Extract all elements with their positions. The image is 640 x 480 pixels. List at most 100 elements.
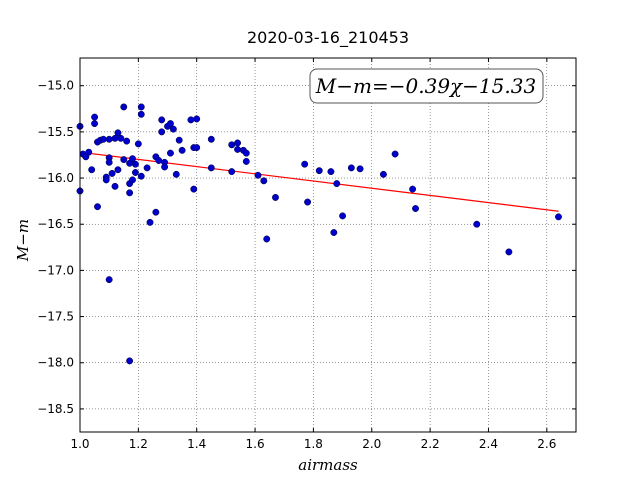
data-point <box>234 139 242 147</box>
x-axis-ticks: 1.0 1.2 1.4 1.6 1.8 2.0 2.2 2.4 2.6 <box>70 58 556 451</box>
data-point <box>347 164 355 172</box>
data-point <box>120 156 128 164</box>
x-tick-label: 1.0 <box>70 437 89 451</box>
fit-line-layer <box>79 151 559 212</box>
data-point <box>134 140 142 148</box>
data-point <box>254 171 262 179</box>
y-tick-label: −18.0 <box>37 356 74 370</box>
data-point <box>114 166 122 174</box>
data-point <box>234 145 242 153</box>
data-point <box>91 113 99 121</box>
data-point <box>272 193 279 201</box>
data-point <box>123 137 131 145</box>
y-tick-label: −15.5 <box>37 125 74 139</box>
y-tick-label: −18.5 <box>37 402 74 416</box>
y-tick-label: −15.0 <box>37 79 74 93</box>
data-point <box>137 103 145 111</box>
data-point <box>161 163 169 171</box>
data-point <box>327 168 335 176</box>
y-axis-ticks: −15.0 −15.5 −16.0 −16.5 −17.0 −17.5 −18.0 −18.5 <box>37 79 576 416</box>
data-point <box>193 144 201 152</box>
data-point <box>91 120 99 128</box>
fit-line <box>79 151 559 212</box>
data-point <box>120 103 128 111</box>
data-point <box>143 164 151 172</box>
data-point <box>158 116 166 124</box>
data-point <box>187 116 195 124</box>
data-point <box>333 180 341 188</box>
y-tick-label: −16.0 <box>37 171 74 185</box>
data-point <box>207 135 215 143</box>
data-point <box>131 160 139 168</box>
data-point <box>505 248 513 256</box>
data-point <box>263 235 271 243</box>
data-point <box>409 185 417 193</box>
data-point <box>172 170 180 178</box>
data-point <box>412 205 419 212</box>
data-point <box>129 176 136 184</box>
fit-equation-box: M−m=−0.39χ−15.33 <box>309 68 544 104</box>
chart-title: 2020-03-16_210453 <box>247 28 409 48</box>
grid <box>79 58 576 432</box>
x-axis-label: airmass <box>298 456 358 474</box>
data-point <box>158 128 166 136</box>
data-point <box>114 129 122 137</box>
data-point <box>339 212 347 220</box>
x-tick-label: 2.6 <box>537 437 556 451</box>
data-point <box>105 158 113 166</box>
x-tick-label: 2.4 <box>479 437 498 451</box>
data-point <box>129 155 136 163</box>
plot-frame <box>79 57 577 433</box>
data-point <box>166 149 174 157</box>
data-point <box>391 150 399 158</box>
data-point <box>193 115 201 123</box>
data-points <box>76 103 562 365</box>
data-point <box>301 160 309 168</box>
data-point <box>126 357 134 365</box>
x-tick-label: 1.2 <box>129 437 148 451</box>
x-tick-label: 2.2 <box>421 437 440 451</box>
x-tick-label: 1.8 <box>304 437 323 451</box>
data-point <box>105 135 113 143</box>
data-point <box>155 157 163 164</box>
data-point <box>315 167 323 175</box>
data-point <box>131 169 139 176</box>
y-tick-label: −17.5 <box>37 310 74 324</box>
x-tick-label: 1.4 <box>187 437 206 451</box>
data-point <box>108 169 116 177</box>
data-point <box>330 229 338 236</box>
data-point <box>178 146 186 154</box>
data-point <box>111 182 119 190</box>
data-point <box>146 218 154 226</box>
data-point <box>379 170 387 178</box>
data-point <box>105 276 113 284</box>
data-point <box>356 165 364 173</box>
data-point <box>88 166 96 174</box>
data-point <box>169 125 177 133</box>
x-tick-label: 2.0 <box>362 437 381 451</box>
y-axis-label: M−m <box>14 219 32 262</box>
data-point <box>99 135 107 143</box>
data-point <box>102 176 110 184</box>
data-point <box>304 198 312 206</box>
x-tick-label: 1.6 <box>246 437 265 451</box>
data-point <box>207 164 215 172</box>
data-point <box>137 172 145 180</box>
data-point <box>152 208 160 216</box>
data-point <box>94 203 101 211</box>
y-tick-label: −16.5 <box>37 217 74 231</box>
data-point <box>242 157 250 165</box>
data-point <box>175 136 183 144</box>
data-point <box>166 120 174 128</box>
data-point <box>126 189 134 197</box>
data-point <box>242 149 250 157</box>
data-point <box>117 134 125 142</box>
y-tick-label: −17.0 <box>37 263 74 277</box>
data-point <box>473 220 481 228</box>
data-point <box>555 213 562 221</box>
data-point <box>260 177 268 185</box>
data-point <box>85 148 93 156</box>
data-point <box>190 185 198 193</box>
data-point <box>228 168 236 176</box>
